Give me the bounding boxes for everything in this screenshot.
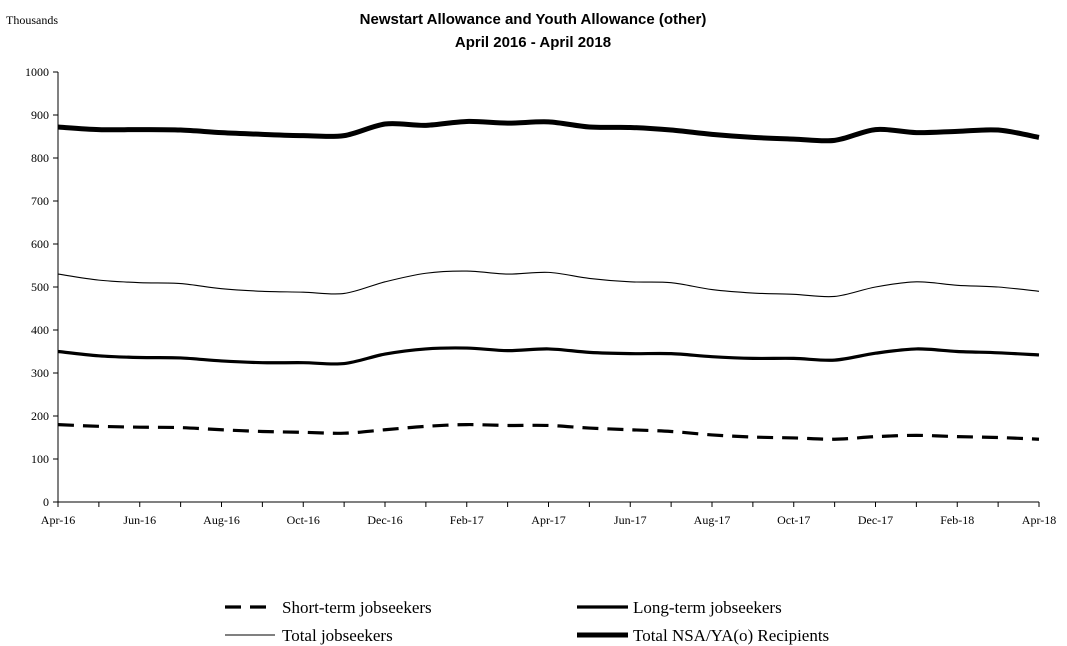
- legend: Short-term jobseekers Long-term jobseeker…: [225, 598, 829, 645]
- y-tick-label: 300: [31, 366, 49, 380]
- y-tick-label: 800: [31, 151, 49, 165]
- x-tick-label: Aug-17: [694, 513, 731, 527]
- legend-label: Short-term jobseekers: [282, 598, 432, 617]
- x-axis-ticks: Apr-16 Jun-16 Aug-16 Oct-16 Dec-16 Feb-17 Apr-…: [41, 502, 1056, 527]
- x-tick-label: Dec-16: [367, 513, 402, 527]
- legend-label: Total NSA/YA(o) Recipients: [633, 626, 829, 645]
- unit-label: Thousands: [6, 13, 58, 27]
- x-tick-label: Apr-17: [531, 513, 565, 527]
- legend-label: Total jobseekers: [282, 626, 393, 645]
- chart-subtitle: April 2016 - April 2018: [455, 34, 611, 51]
- x-tick-label: Jun-16: [123, 513, 156, 527]
- x-tick-label: Aug-16: [203, 513, 240, 527]
- x-tick-label: Dec-17: [858, 513, 893, 527]
- y-tick-label: 900: [31, 108, 49, 122]
- x-tick-label: Feb-18: [940, 513, 974, 527]
- y-tick-label: 400: [31, 323, 49, 337]
- y-tick-label: 1000: [25, 65, 49, 79]
- series-line-3: [57, 118, 1040, 144]
- y-tick-label: 200: [31, 409, 49, 423]
- series-line-1: [57, 346, 1040, 366]
- x-tick-label: Oct-16: [287, 513, 320, 527]
- x-tick-label: Apr-16: [41, 513, 75, 527]
- x-tick-label: Jun-17: [614, 513, 647, 527]
- series-line-0: [57, 422, 1040, 441]
- series-lines: [57, 118, 1040, 441]
- y-tick-label: 100: [31, 452, 49, 466]
- chart-title: Newstart Allowance and Youth Allowance (…: [360, 11, 707, 28]
- y-tick-label: 0: [43, 495, 49, 509]
- y-axis-ticks: 0 100 200 300 400 500 600 700 800 900 1000: [25, 65, 58, 509]
- series-line-2: [57, 270, 1040, 298]
- x-tick-label: Apr-18: [1022, 513, 1056, 527]
- x-tick-label: Oct-17: [777, 513, 810, 527]
- legend-label: Long-term jobseekers: [633, 598, 782, 617]
- y-tick-label: 700: [31, 194, 49, 208]
- y-tick-label: 600: [31, 237, 49, 251]
- y-tick-label: 500: [31, 280, 49, 294]
- x-tick-label: Feb-17: [450, 513, 484, 527]
